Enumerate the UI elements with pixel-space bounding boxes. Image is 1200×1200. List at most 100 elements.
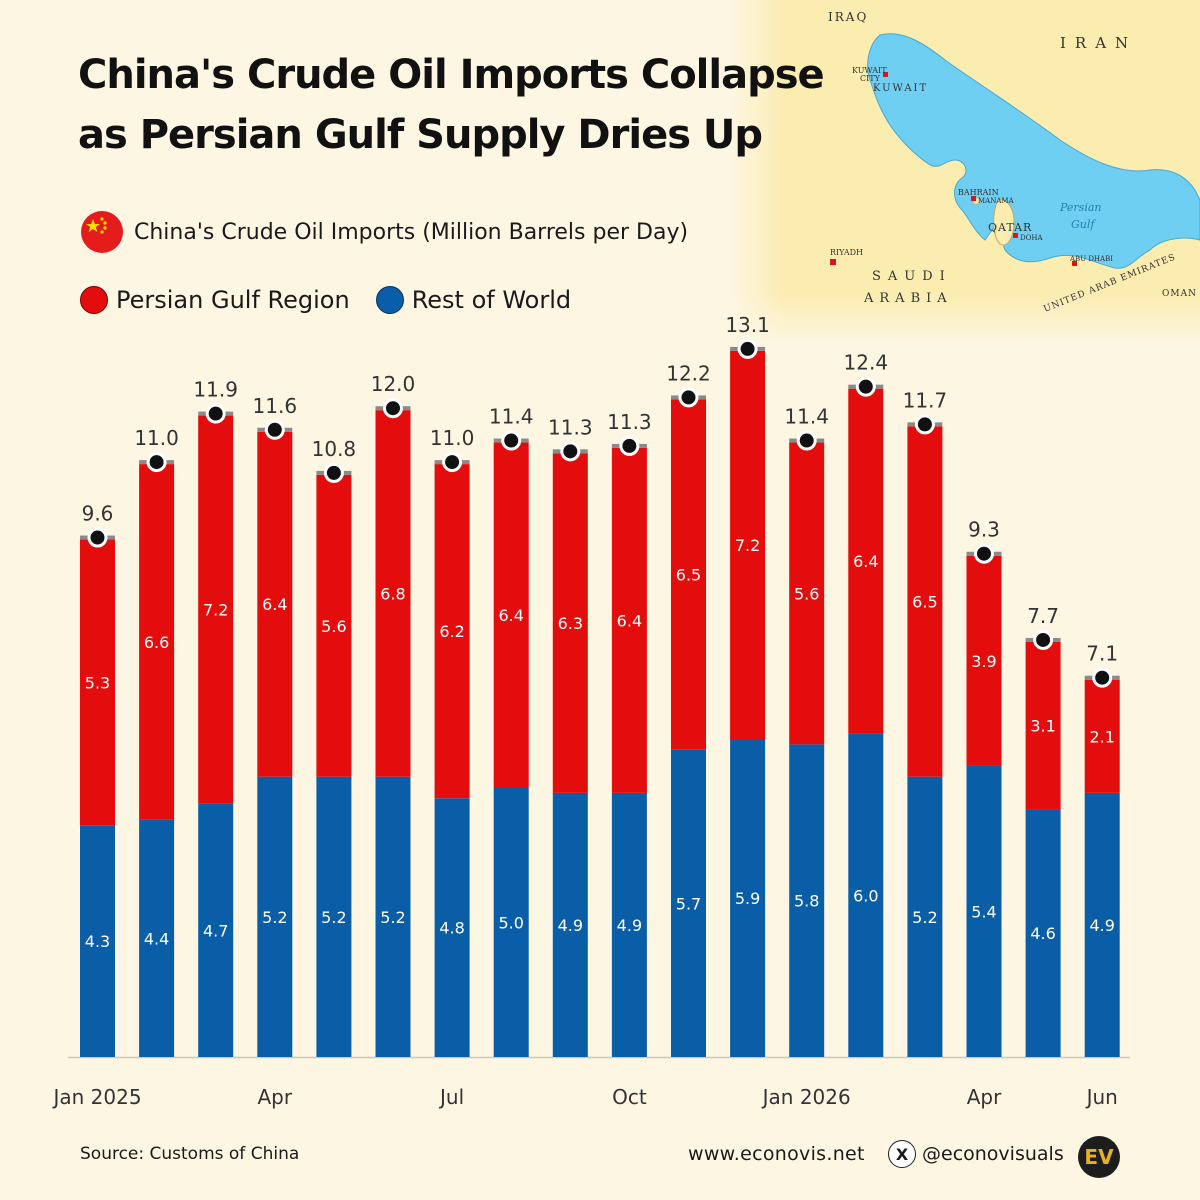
- bar-persian-gulf: [257, 431, 293, 777]
- bar-persian-gulf: [552, 453, 588, 793]
- data-label-rest: 4.9: [617, 916, 642, 935]
- data-label-gulf: 6.3: [558, 614, 583, 633]
- data-label-gulf: 7.2: [203, 601, 228, 620]
- data-label-rest: 4.9: [1089, 916, 1114, 935]
- total-label: 11.7: [903, 388, 948, 412]
- data-label-rest: 5.2: [321, 908, 346, 927]
- bar-persian-gulf: [966, 555, 1002, 766]
- total-label: 11.6: [253, 394, 298, 418]
- data-label-rest: 4.6: [1030, 924, 1055, 943]
- data-label-gulf: 5.6: [794, 584, 819, 603]
- data-label-rest: 5.2: [912, 908, 937, 927]
- chart-title-line1: China's Crude Oil Imports Collapse: [78, 52, 825, 98]
- x-social-icon[interactable]: X: [888, 1140, 916, 1168]
- bar-persian-gulf: [611, 447, 647, 793]
- total-label: 13.1: [725, 313, 770, 337]
- data-label-rest: 5.0: [498, 913, 523, 932]
- data-label-gulf: 6.8: [380, 584, 405, 603]
- x-tick-label: Jul: [438, 1085, 464, 1109]
- website-link[interactable]: www.econovis.net: [688, 1143, 865, 1165]
- total-label: 9.3: [968, 518, 1000, 542]
- data-label-rest: 5.4: [971, 902, 996, 921]
- legend: Persian Gulf Region Rest of World: [80, 286, 597, 314]
- bar-rest-of-world: [1084, 792, 1120, 1057]
- total-marker: [619, 435, 640, 456]
- bar-rest-of-world: [434, 798, 470, 1057]
- data-label-rest: 4.8: [439, 919, 464, 938]
- econovis-logo: EV: [1078, 1136, 1120, 1178]
- total-marker: [974, 543, 994, 564]
- data-label-gulf: 7.2: [735, 536, 760, 555]
- total-label: 7.1: [1086, 642, 1118, 666]
- total-label: 11.4: [489, 405, 534, 429]
- data-label-gulf: 6.4: [617, 611, 642, 630]
- bar-rest-of-world: [139, 819, 175, 1057]
- bar-rest-of-world: [552, 792, 588, 1057]
- data-label-gulf: 6.5: [676, 566, 701, 585]
- total-label: 11.0: [134, 426, 179, 450]
- bar-persian-gulf: [1084, 679, 1120, 793]
- x-tick-label: Oct: [612, 1085, 647, 1109]
- data-label-gulf: 5.3: [85, 673, 110, 692]
- total-label: 11.0: [430, 426, 475, 450]
- data-label-gulf: 6.4: [498, 606, 523, 625]
- legend-label-gulf: Persian Gulf Region: [116, 286, 350, 314]
- china-flag-icon: [81, 211, 123, 253]
- total-label: 11.3: [548, 415, 593, 439]
- total-marker: [383, 398, 403, 419]
- total-marker: [1033, 629, 1054, 650]
- bar-rest-of-world: [198, 803, 234, 1057]
- data-label-gulf: 5.6: [321, 617, 346, 636]
- total-marker: [323, 462, 344, 483]
- data-label-gulf: 6.4: [853, 552, 878, 571]
- data-label-rest: 5.9: [735, 889, 760, 908]
- bar-rest-of-world: [966, 765, 1002, 1057]
- subtitle-row: China's Crude Oil Imports (Million Barre…: [80, 210, 688, 254]
- data-label-rest: 4.9: [558, 916, 583, 935]
- data-label-gulf: 6.6: [144, 633, 169, 652]
- total-marker: [796, 430, 817, 451]
- total-label: 12.4: [844, 351, 889, 375]
- data-label-gulf: 6.4: [262, 595, 287, 614]
- legend-swatch-rest: [375, 286, 404, 314]
- data-label-gulf: 3.1: [1030, 717, 1055, 736]
- data-label-rest: 5.2: [380, 908, 405, 927]
- social-handle[interactable]: @econovisuals: [922, 1143, 1064, 1165]
- bar-rest-of-world: [1025, 809, 1061, 1057]
- total-marker: [442, 452, 463, 473]
- bar-persian-gulf: [316, 474, 352, 777]
- bar-rest-of-world: [907, 776, 943, 1057]
- bar-persian-gulf: [139, 464, 175, 820]
- total-label: 12.0: [371, 372, 416, 396]
- bar-rest-of-world: [848, 733, 884, 1057]
- bar-rest-of-world: [316, 776, 352, 1057]
- total-label: 9.6: [82, 502, 114, 526]
- data-label-gulf: 6.5: [912, 593, 937, 612]
- bar-persian-gulf: [493, 442, 529, 788]
- total-marker: [205, 403, 226, 424]
- total-label: 12.2: [666, 361, 711, 385]
- x-tick-label: Jan 2025: [51, 1085, 141, 1109]
- chart-subtitle: China's Crude Oil Imports (Million Barre…: [134, 219, 689, 245]
- total-marker: [560, 441, 581, 462]
- bar-persian-gulf: [198, 415, 234, 804]
- bar-persian-gulf: [375, 410, 411, 777]
- total-label: 10.8: [312, 437, 357, 461]
- total-marker: [855, 376, 876, 397]
- total-label: 11.4: [784, 405, 829, 429]
- total-marker: [914, 414, 935, 435]
- total-label: 11.3: [607, 410, 652, 434]
- data-label-rest: 5.2: [262, 908, 287, 927]
- bar-persian-gulf: [1025, 641, 1061, 810]
- total-marker: [87, 527, 108, 548]
- x-tick-label: Apr: [257, 1085, 292, 1109]
- bar-persian-gulf: [671, 399, 706, 750]
- data-label-gulf: 2.1: [1089, 727, 1114, 746]
- x-tick-label: Jun: [1085, 1085, 1118, 1109]
- data-label-rest: 5.8: [794, 892, 819, 911]
- data-label-rest: 6.0: [853, 886, 878, 905]
- x-tick-label: Apr: [967, 1085, 1002, 1109]
- x-tick-label: Jan 2026: [761, 1085, 851, 1109]
- bar-persian-gulf: [789, 442, 825, 745]
